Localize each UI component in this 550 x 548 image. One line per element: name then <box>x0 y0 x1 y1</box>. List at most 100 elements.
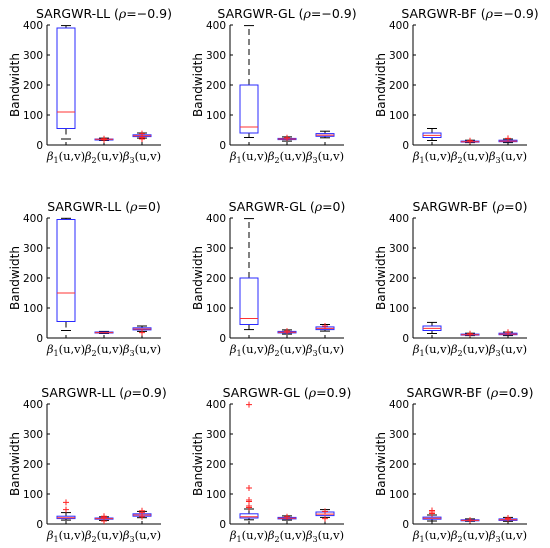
boxplot-panel: SARGWR-GL (ρ=−0.9) 0 100 200 300 400 Bandwidth… <box>191 6 357 165</box>
x-tick-arg: (u,v) <box>280 342 307 356</box>
outlier-marker <box>63 506 69 513</box>
boxplot-panel: SARGWR-LL (ρ=−0.9) 0 100 200 300 400 Bandwidth… <box>8 6 172 165</box>
y-tick-label: 200 <box>23 273 43 285</box>
chart-title-rest: =−0.9) <box>126 6 172 21</box>
outlier-marker <box>505 515 511 521</box>
y-tick-label: 100 <box>206 303 226 315</box>
y-tick-label: 200 <box>23 459 43 471</box>
x-tick-label: β3(u,v) <box>305 528 344 544</box>
x-tick-subscript: 1 <box>237 349 242 358</box>
y-tick-label: 100 <box>23 303 43 315</box>
x-tick-label: β1(u,v) <box>229 342 268 358</box>
x-tick-subscript: 3 <box>130 156 135 165</box>
outlier-marker <box>246 485 252 491</box>
x-tick-subscript: 3 <box>313 156 318 165</box>
x-tick-subscript: 3 <box>496 535 501 544</box>
x-tick-subscript: 1 <box>420 349 425 358</box>
x-tick-arg: (u,v) <box>501 528 528 542</box>
x-tick-subscript: 2 <box>458 156 463 165</box>
outlier-marker <box>101 135 107 142</box>
y-axis-label: Bandwidth <box>374 432 388 496</box>
x-tick-beta: β <box>267 149 275 163</box>
x-tick-beta: β <box>488 342 496 356</box>
x-tick-subscript: 1 <box>237 156 242 165</box>
y-tick-label: 100 <box>206 489 226 501</box>
x-tick-label: β2(u,v) <box>84 528 123 544</box>
x-tick-label: β2(u,v) <box>84 342 123 358</box>
x-tick-label: β3(u,v) <box>488 149 527 165</box>
x-tick-subscript: 1 <box>420 156 425 165</box>
boxplot-panel: SARGWR-LL (ρ=0.9) 0 100 200 300 400 Bandwidth β… <box>8 385 167 544</box>
y-tick-label: 400 <box>206 213 226 225</box>
iqr-box <box>239 277 259 325</box>
chart-title-main: SARGWR-GL ( <box>217 6 303 21</box>
x-tick-arg: (u,v) <box>97 528 124 542</box>
x-tick-subscript: 2 <box>275 349 280 358</box>
x-tick-label: β2(u,v) <box>450 149 489 165</box>
chart-title-rho: ρ <box>485 6 494 21</box>
x-tick-arg: (u,v) <box>135 342 162 356</box>
y-tick-label: 400 <box>389 399 409 411</box>
outlier-marker <box>284 328 290 335</box>
x-tick-arg: (u,v) <box>425 149 452 163</box>
x-tick-beta: β <box>412 149 420 163</box>
x-tick-arg: (u,v) <box>463 149 490 163</box>
iqr-box <box>239 513 259 519</box>
y-tick-label: 400 <box>206 399 226 411</box>
y-tick-label: 400 <box>206 20 226 32</box>
outlier-marker <box>467 517 473 524</box>
x-tick-subscript: 3 <box>496 349 501 358</box>
outlier-marker <box>322 323 328 329</box>
x-tick-label: β1(u,v) <box>412 149 451 165</box>
chart-title-rest: =−0.9) <box>493 6 539 21</box>
outlier-marker <box>505 135 511 142</box>
chart-title-main: SARGWR-LL ( <box>41 385 124 400</box>
x-tick-subscript: 1 <box>54 535 59 544</box>
chart-title-rho: ρ <box>123 385 132 400</box>
chart-title-rho: ρ <box>314 199 323 214</box>
x-tick-subscript: 2 <box>275 156 280 165</box>
x-tick-label: β3(u,v) <box>305 149 344 165</box>
y-tick-label: 0 <box>219 333 226 345</box>
x-tick-beta: β <box>46 342 54 356</box>
x-tick-beta: β <box>122 149 130 163</box>
y-tick-label: 200 <box>206 80 226 92</box>
x-tick-label: β1(u,v) <box>46 528 85 544</box>
y-axis-label: Bandwidth <box>191 53 205 117</box>
y-tick-label: 100 <box>389 303 409 315</box>
x-tick-arg: (u,v) <box>463 528 490 542</box>
y-tick-label: 100 <box>23 489 43 501</box>
x-tick-label: β1(u,v) <box>412 528 451 544</box>
x-tick-beta: β <box>305 149 313 163</box>
x-tick-label: β1(u,v) <box>46 342 85 358</box>
chart-title-main: SARGWR-LL ( <box>47 199 130 214</box>
x-tick-subscript: 1 <box>237 535 242 544</box>
chart-title: SARGWR-BF (ρ=−0.9) <box>401 6 538 21</box>
chart-title-rest: =0.9) <box>316 385 351 400</box>
y-tick-label: 0 <box>402 519 409 531</box>
x-tick-label: β3(u,v) <box>122 528 161 544</box>
x-tick-label: β3(u,v) <box>122 149 161 165</box>
x-tick-subscript: 3 <box>313 535 318 544</box>
y-axis-label: Bandwidth <box>8 432 22 496</box>
y-tick-label: 300 <box>389 50 409 62</box>
x-tick-subscript: 2 <box>458 535 463 544</box>
x-tick-label: β3(u,v) <box>488 528 527 544</box>
outlier-marker <box>246 497 252 503</box>
x-tick-arg: (u,v) <box>463 342 490 356</box>
x-tick-beta: β <box>267 342 275 356</box>
y-tick-label: 0 <box>36 519 43 531</box>
x-tick-beta: β <box>450 342 458 356</box>
y-tick-label: 400 <box>389 213 409 225</box>
chart-title-rest: =0.9) <box>132 385 167 400</box>
y-tick-label: 400 <box>23 213 43 225</box>
x-tick-subscript: 1 <box>420 535 425 544</box>
x-tick-label: β3(u,v) <box>488 342 527 358</box>
x-tick-label: β2(u,v) <box>267 528 306 544</box>
chart-title: SARGWR-BF (ρ=0.9) <box>407 385 534 400</box>
y-tick-label: 200 <box>206 273 226 285</box>
x-tick-beta: β <box>84 342 92 356</box>
x-tick-beta: β <box>450 149 458 163</box>
chart-title-main: SARGWR-GL ( <box>229 199 315 214</box>
